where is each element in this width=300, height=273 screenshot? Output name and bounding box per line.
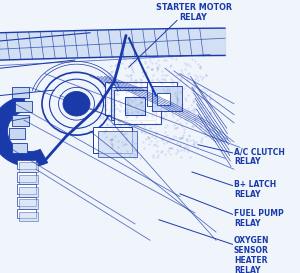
FancyBboxPatch shape [9,128,26,139]
FancyBboxPatch shape [152,86,182,111]
FancyBboxPatch shape [98,131,136,157]
FancyBboxPatch shape [16,209,36,218]
FancyBboxPatch shape [125,97,145,115]
FancyBboxPatch shape [93,127,132,153]
FancyBboxPatch shape [111,87,156,120]
FancyBboxPatch shape [19,162,38,172]
FancyBboxPatch shape [19,212,38,221]
FancyBboxPatch shape [147,82,177,106]
FancyBboxPatch shape [12,87,28,98]
FancyBboxPatch shape [16,197,36,206]
FancyBboxPatch shape [105,82,150,115]
Polygon shape [0,96,48,167]
Text: A/C CLUTCH
RELAY: A/C CLUTCH RELAY [234,147,285,167]
Circle shape [63,91,90,116]
Text: STARTER MOTOR
RELAY: STARTER MOTOR RELAY [155,3,232,22]
Text: FUEL PUMP
RELAY: FUEL PUMP RELAY [234,209,284,228]
Text: B+ LATCH
RELAY: B+ LATCH RELAY [234,180,276,199]
Text: OXYGEN
SENSOR
HEATER
RELAY: OXYGEN SENSOR HEATER RELAY [234,236,269,273]
FancyBboxPatch shape [16,184,36,194]
FancyBboxPatch shape [114,90,160,124]
FancyBboxPatch shape [15,101,31,112]
FancyBboxPatch shape [19,199,38,209]
FancyBboxPatch shape [157,93,170,105]
FancyBboxPatch shape [12,115,28,126]
FancyBboxPatch shape [19,175,38,184]
FancyBboxPatch shape [12,143,27,153]
FancyBboxPatch shape [19,187,38,197]
FancyBboxPatch shape [16,172,36,182]
FancyBboxPatch shape [16,160,36,169]
